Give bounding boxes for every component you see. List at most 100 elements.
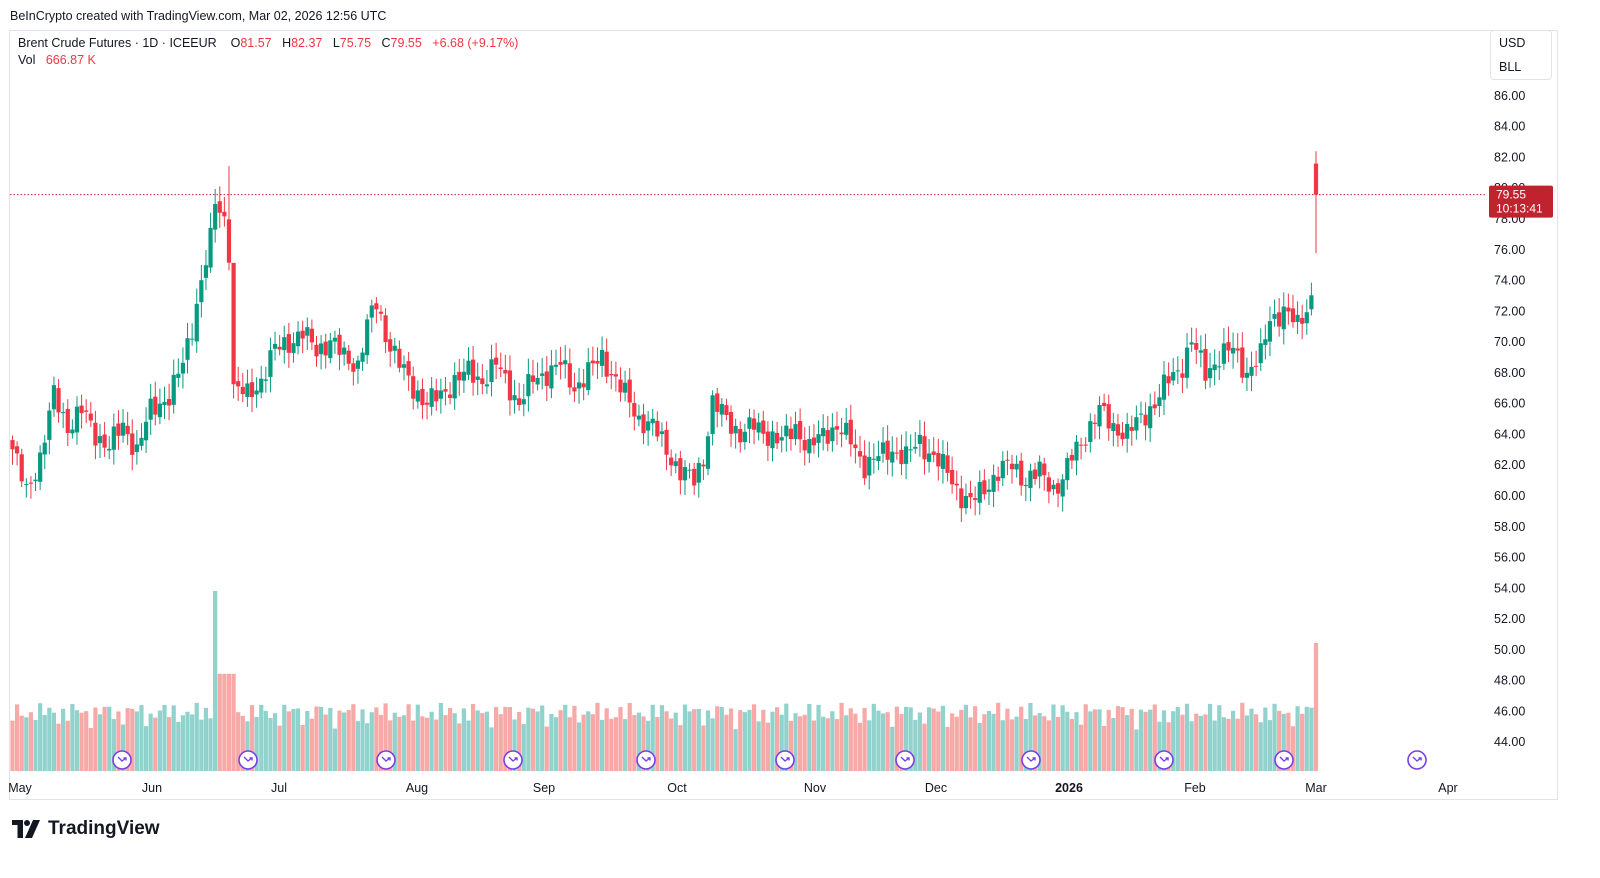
volume-bar [521, 724, 526, 771]
time-tick-label: 2026 [1055, 781, 1083, 795]
tradingview-logo[interactable]: TradingView [12, 818, 160, 840]
candlestick [1046, 472, 1051, 504]
candlestick [1304, 299, 1309, 335]
unit-label[interactable]: BLL [1499, 60, 1522, 74]
candlestick [226, 166, 232, 271]
candlestick [102, 421, 107, 457]
candlestick [355, 355, 361, 384]
candlestick [176, 358, 181, 388]
candlestick [1014, 455, 1019, 478]
candlestick [1194, 328, 1199, 364]
volume-bar [1217, 705, 1222, 771]
price-axis[interactable]: 86.0084.0082.0080.0078.0076.0074.0072.00… [1494, 89, 1525, 749]
volume-bar [996, 702, 1001, 771]
candlestick [922, 421, 927, 475]
candlestick [751, 409, 757, 445]
currency-label[interactable]: USD [1499, 36, 1526, 50]
candlestick [959, 475, 964, 522]
event-marker-icon[interactable] [503, 750, 523, 770]
candlestick [489, 344, 494, 397]
currency-unit-selector[interactable]: USD BLL [1490, 30, 1552, 80]
volume-bar [291, 709, 296, 771]
volume-bar [618, 707, 623, 771]
candlestick [848, 404, 853, 457]
candlestick [802, 427, 807, 466]
candlestick [659, 422, 665, 447]
volume-bar [821, 716, 826, 771]
candlestick [1295, 301, 1300, 334]
candlestick [471, 345, 476, 396]
volume-bar [834, 719, 840, 771]
event-marker-icon[interactable] [1154, 750, 1174, 770]
candlestick [374, 297, 379, 324]
volume-bar [1198, 715, 1203, 771]
candlestick [669, 449, 674, 477]
candlestick [38, 445, 43, 490]
volume-bar [111, 719, 116, 771]
volume-bar [88, 727, 93, 771]
candlestick [1180, 359, 1185, 394]
time-tick-label: Oct [667, 781, 687, 795]
candlestick [28, 476, 34, 499]
candlestick [507, 355, 513, 416]
volume-bar [553, 717, 559, 771]
candlestick [1051, 479, 1056, 496]
volume-bar [19, 715, 24, 771]
candlestick [309, 319, 314, 350]
time-tick-label: Dec [925, 781, 947, 795]
volume-bar [825, 718, 830, 771]
time-axis[interactable]: May Jun Jul Aug Sep Oct Nov Dec 2026 Feb Mar Apr [8, 781, 1458, 795]
price-tick-label: 74.00 [1494, 274, 1525, 288]
candlestick [1092, 414, 1098, 440]
symbol-label[interactable]: Brent Crude Futures · 1D · ICEEUR [18, 36, 217, 50]
volume-bar [107, 706, 112, 771]
candlestick [738, 421, 743, 453]
candlestick [79, 394, 84, 429]
candlestick [33, 472, 38, 492]
candlestick [825, 415, 830, 452]
candlestick [839, 417, 844, 448]
volume-bar [236, 712, 241, 771]
event-marker-icon[interactable] [376, 750, 396, 770]
event-marker-icon[interactable] [1274, 750, 1294, 770]
candlestick [10, 435, 15, 465]
candlestick [203, 250, 209, 291]
volume-label[interactable]: Vol [18, 53, 36, 67]
candlestick [991, 464, 996, 508]
candlestick [950, 456, 955, 494]
event-marker-icon[interactable] [1021, 750, 1041, 770]
candlestick [153, 381, 158, 426]
candlestick [162, 386, 167, 420]
candlestick [996, 466, 1001, 492]
candlestick [484, 369, 490, 395]
price-tick-label: 72.00 [1494, 304, 1525, 318]
volume-bar [1065, 711, 1070, 771]
event-marker-icon[interactable] [1407, 750, 1427, 770]
volume-bar [917, 712, 922, 771]
candlestick [74, 396, 80, 445]
volume-bar [507, 707, 513, 771]
candlestick [632, 391, 637, 431]
candlestick [116, 410, 121, 450]
volume-bar [254, 717, 259, 771]
candlestick [337, 328, 342, 371]
price-tick-label: 66.00 [1494, 397, 1525, 411]
candlestick [622, 370, 628, 402]
volume-bar [120, 724, 126, 771]
volume-bar [1189, 721, 1194, 771]
event-marker-icon[interactable] [636, 750, 656, 770]
candlestick [61, 402, 66, 429]
volume-bar [411, 720, 416, 771]
candlestick [1102, 393, 1107, 412]
event-marker-icon[interactable] [238, 750, 258, 770]
volume-bar [908, 707, 913, 771]
event-marker-icon[interactable] [112, 750, 132, 770]
event-marker-icon[interactable] [895, 750, 915, 770]
volume-bar [563, 704, 568, 771]
candlestick [263, 366, 268, 393]
volume-bar [830, 711, 835, 771]
volume-bar [1212, 720, 1217, 771]
event-marker-icon[interactable] [775, 750, 795, 770]
event-markers[interactable] [112, 750, 1427, 770]
